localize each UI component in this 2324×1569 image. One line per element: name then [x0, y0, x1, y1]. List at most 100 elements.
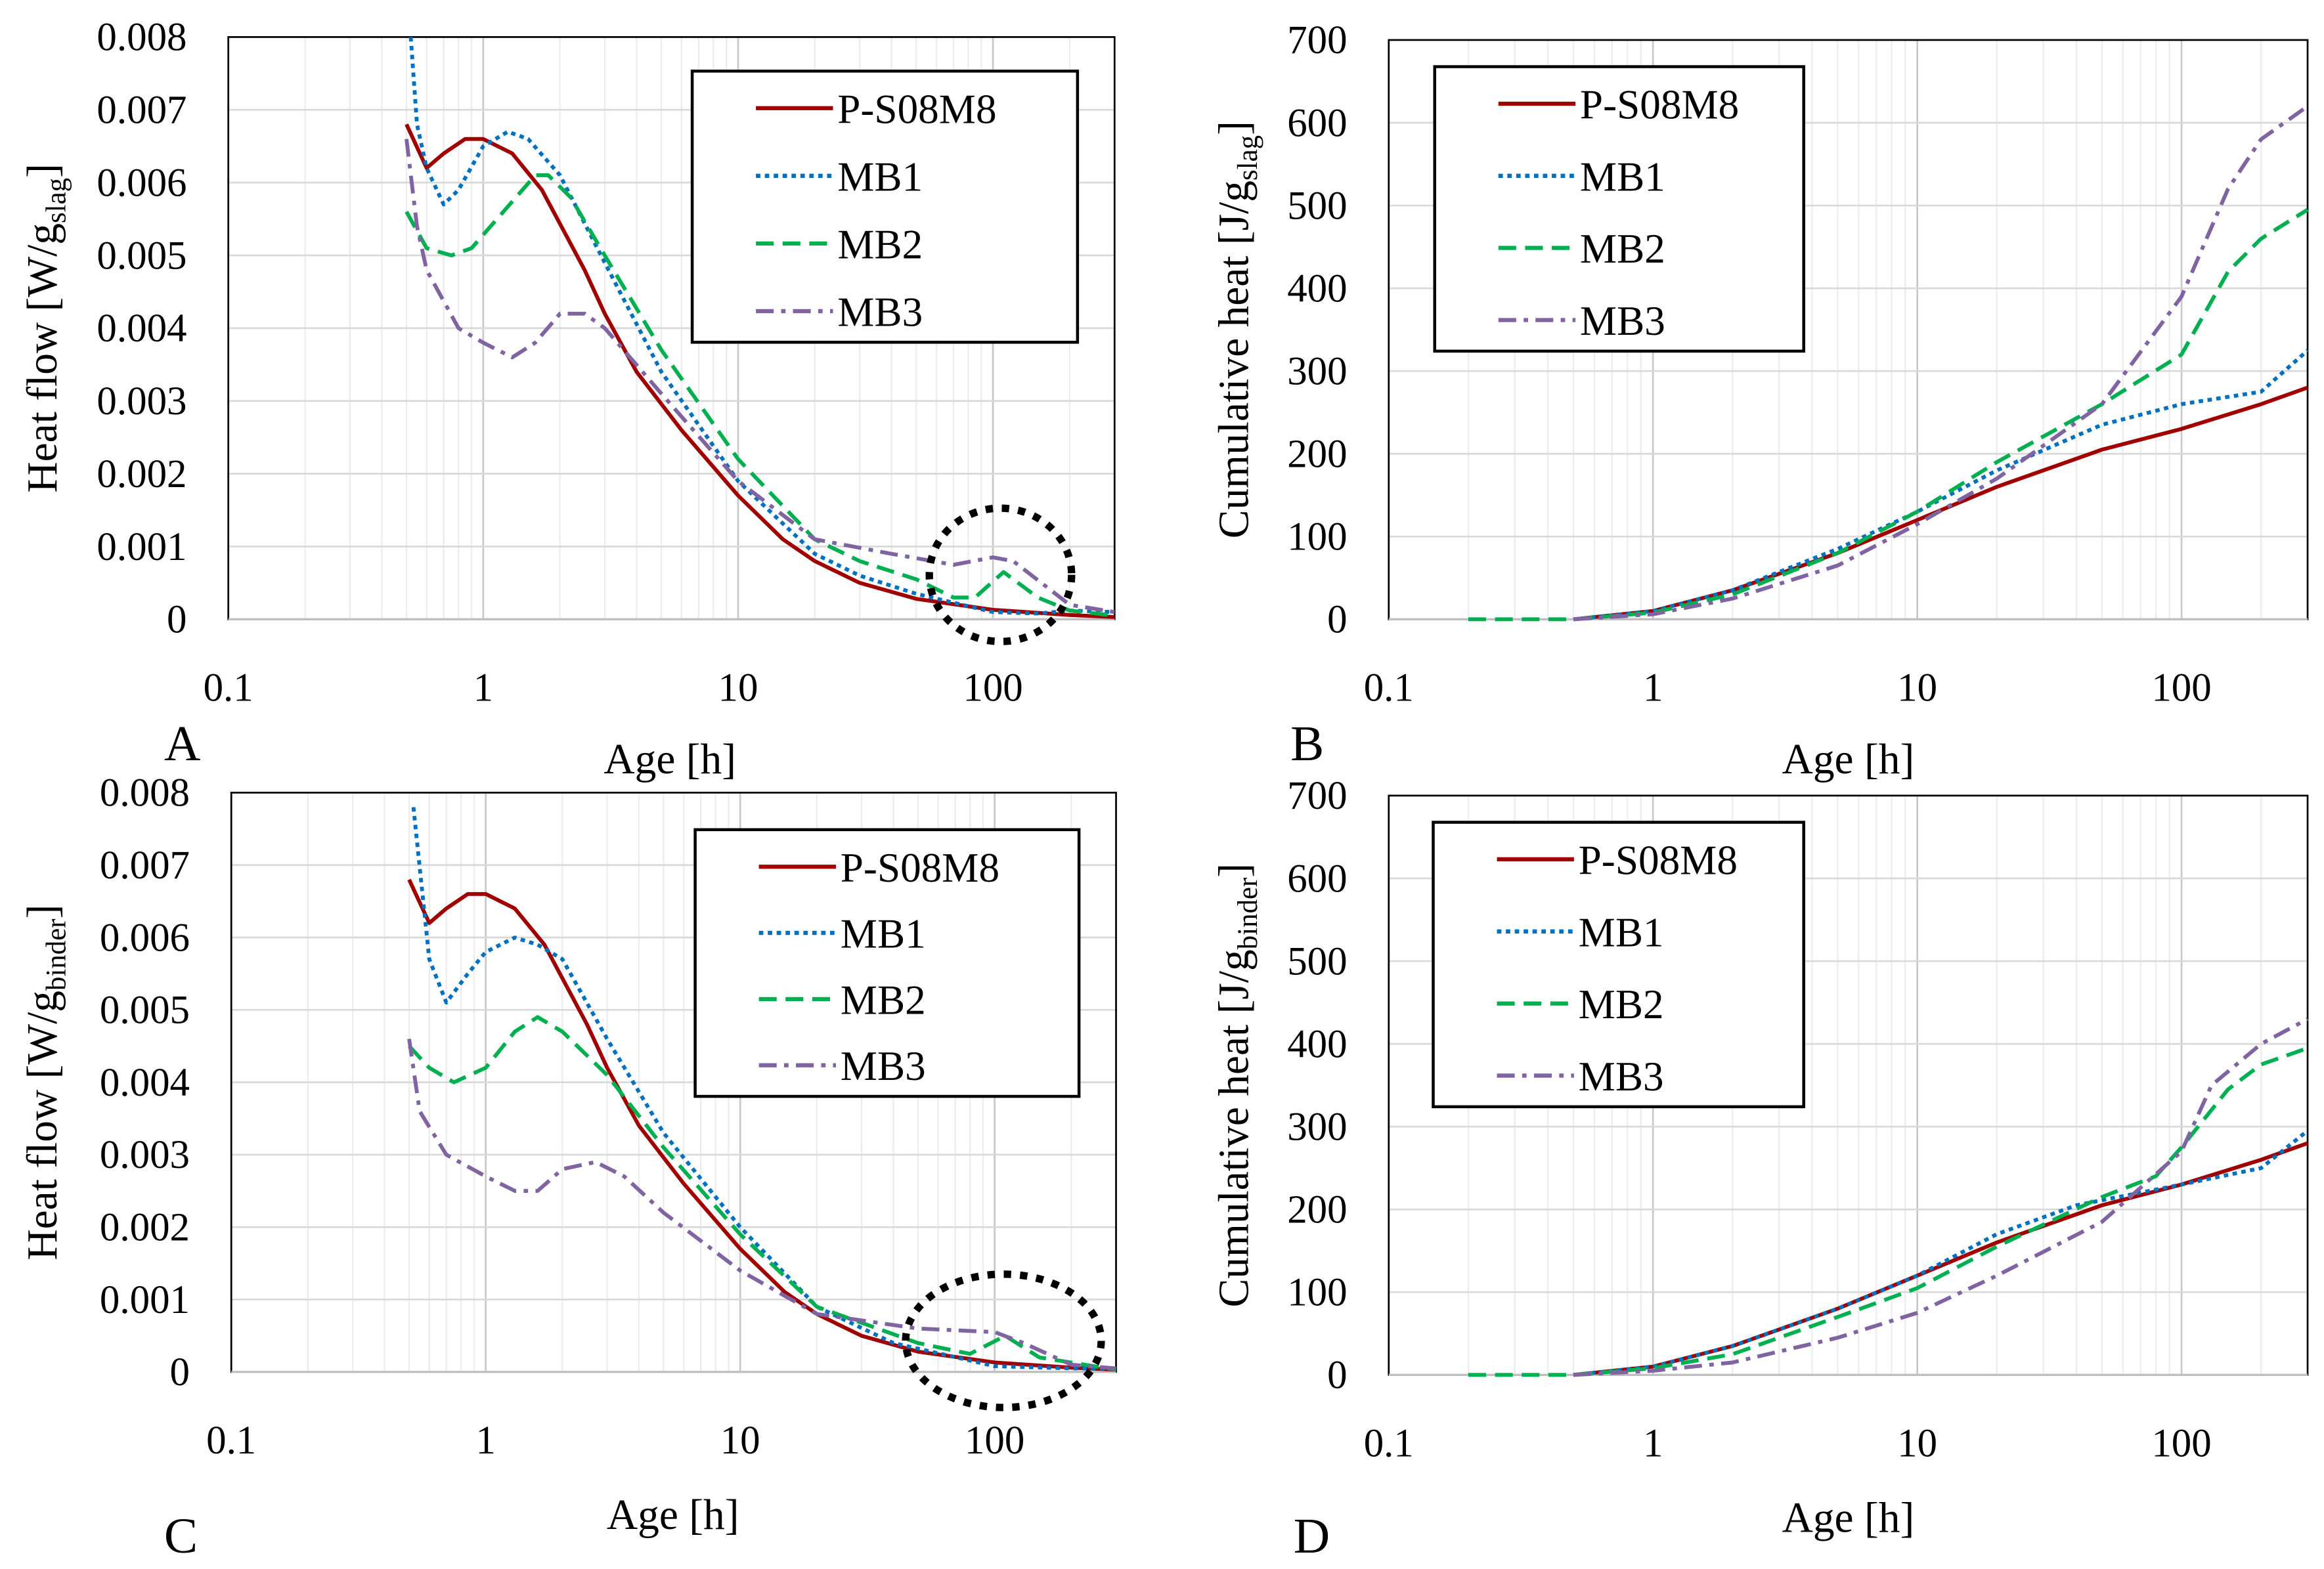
y-tick-label: 300: [1287, 1105, 1347, 1149]
x-tick-label: 100: [963, 666, 1022, 710]
y-tick-label: 100: [1287, 515, 1347, 559]
x-tick-label: 1: [1643, 1421, 1663, 1465]
y-tick-label: 700: [1287, 774, 1347, 818]
x-tick-label: 10: [1897, 666, 1937, 710]
legend-label: MB3: [1579, 1054, 1664, 1100]
legend: P-S08M8 MB1 MB2 MB3: [1432, 821, 1805, 1109]
series-line-p-s08m8: [1573, 1141, 2309, 1377]
x-tick-label: 0.1: [1364, 1421, 1414, 1465]
y-tick-label: 0.007: [100, 844, 190, 888]
legend-label: MB1: [1579, 909, 1664, 955]
y-tick-label: 0: [1327, 1354, 1347, 1398]
legend-label: MB3: [841, 1043, 926, 1089]
panel-B: 0.1 1 10 100 0 100 200 300 400 500 600 700 P-S08M8 MB…: [1210, 18, 2309, 783]
y-tick-label: 0.002: [97, 452, 186, 496]
legend-label: P-S08M8: [1579, 838, 1738, 884]
y-tick-label: 400: [1287, 1022, 1347, 1066]
legend-label: MB2: [1580, 226, 1665, 272]
legend-label: P-S08M8: [837, 86, 996, 132]
x-tick-label: 1: [1643, 666, 1663, 710]
legend: P-S08M8 MB1 MB2 MB3: [1433, 65, 1805, 353]
x-tick-label: 0.1: [1364, 666, 1414, 710]
x-axis-title: Age [h]: [1782, 1495, 1915, 1542]
y-tick-label: 0.005: [100, 989, 190, 1033]
y-axis-title-main: Cumulative heat [J/g: [1210, 181, 1258, 538]
y-tick-label: 200: [1287, 1188, 1347, 1232]
y-axis-title-end: ]: [1210, 863, 1258, 878]
panel-D: 0.1 1 10 100 0 100 200 300 400 500 600 700 P-S08M8 MB…: [1210, 774, 2309, 1564]
y-tick-label: 700: [1287, 18, 1347, 62]
y-tick-label: 0.002: [100, 1206, 190, 1250]
y-tick-label: 300: [1287, 349, 1347, 393]
x-tick-label: 1: [475, 1419, 495, 1463]
x-tick-label: 0.1: [204, 666, 253, 710]
series-line-mb1: [408, 37, 1115, 616]
y-axis-title: Heat flow [W/gslag]: [19, 163, 72, 493]
y-axis-title-main: Heat flow [W/g: [19, 991, 66, 1260]
y-tick-label: 200: [1287, 433, 1347, 477]
x-axis-title: Age [h]: [603, 736, 736, 783]
series-line-mb1: [1573, 1129, 2309, 1377]
legend-box: [693, 828, 1081, 1098]
y-tick-label: 0: [167, 598, 186, 642]
series-line-mb3: [407, 1039, 1116, 1371]
legend: P-S08M8 MB1 MB2 MB3: [693, 828, 1081, 1098]
y-tick-label: 600: [1287, 101, 1347, 145]
y-tick-label: 100: [1287, 1271, 1347, 1315]
y-tick-label: 0.006: [97, 161, 186, 205]
series-line-mb1: [1573, 349, 2309, 622]
y-tick-label: 0.004: [97, 307, 186, 351]
y-axis-title: Cumulative heat [J/gbinder]: [1210, 863, 1263, 1308]
legend-box: [690, 70, 1080, 344]
x-tick-label: 1: [473, 666, 493, 710]
series-line-mb2: [405, 173, 1115, 618]
x-tick-label: 0.1: [206, 1419, 256, 1463]
y-tick-label: 0.007: [97, 89, 186, 133]
y-tick-label: 600: [1287, 857, 1347, 901]
panel-label: D: [1294, 1508, 1330, 1564]
y-axis-title-end: ]: [1210, 121, 1258, 135]
series-line-mb3: [405, 139, 1115, 614]
y-axis-title-main: Heat flow [W/g: [19, 223, 66, 493]
panel-C: 0.1 1 10 100 0 0.001 0.002 0.003 0.004 0.005 0.006…: [19, 771, 1117, 1564]
legend-label: MB2: [1579, 981, 1664, 1027]
legend: P-S08M8 MB1 MB2 MB3: [690, 70, 1080, 344]
legend-label: P-S08M8: [1580, 82, 1739, 128]
y-tick-label: 0.008: [100, 771, 190, 815]
y-tick-label: 0.008: [97, 16, 186, 60]
legend-label: MB2: [841, 977, 926, 1023]
x-tick-label: 100: [2151, 666, 2211, 710]
panel-A: 0.1 1 10 100 0 0.001 0.002 0.003 0.004 0.005 0.006…: [19, 16, 1116, 783]
series-line-p-s08m8: [405, 123, 1115, 619]
panel-label: C: [164, 1508, 198, 1564]
y-tick-label: 400: [1287, 267, 1347, 311]
legend-label: MB1: [1580, 154, 1665, 200]
legend-label: MB1: [837, 154, 923, 200]
y-tick-label: 0: [170, 1350, 190, 1394]
series-line-mb3: [1573, 104, 2309, 622]
y-axis-title-main: Cumulative heat [J/g: [1210, 949, 1258, 1307]
panel-label: B: [1290, 716, 1324, 771]
series-line-mb3: [1573, 1017, 2309, 1377]
x-tick-label: 100: [965, 1419, 1024, 1463]
x-axis-title: Age [h]: [1782, 736, 1915, 783]
y-axis-title: Cumulative heat [J/gslag]: [1210, 121, 1263, 538]
legend-label: MB2: [837, 221, 923, 267]
legend-label: P-S08M8: [841, 845, 999, 891]
highlight-circle: [925, 504, 1076, 645]
panel-label: A: [164, 716, 200, 771]
y-tick-label: 500: [1287, 184, 1347, 228]
y-tick-label: 0.001: [100, 1278, 190, 1322]
x-tick-label: 10: [1897, 1421, 1937, 1465]
highlight-circle: [902, 1270, 1105, 1411]
y-tick-label: 0.003: [97, 379, 186, 423]
series-line-p-s08m8: [1573, 385, 2309, 622]
y-axis-title: Heat flow [W/gbinder]: [19, 905, 72, 1260]
x-tick-label: 10: [720, 1419, 760, 1463]
y-axis-title-subscript: binder: [1233, 878, 1263, 950]
x-axis-title: Age [h]: [607, 1492, 739, 1539]
y-axis-title-subscript: binder: [41, 918, 72, 991]
y-axis-title-end: ]: [19, 163, 66, 178]
y-tick-label: 0.001: [97, 525, 186, 569]
